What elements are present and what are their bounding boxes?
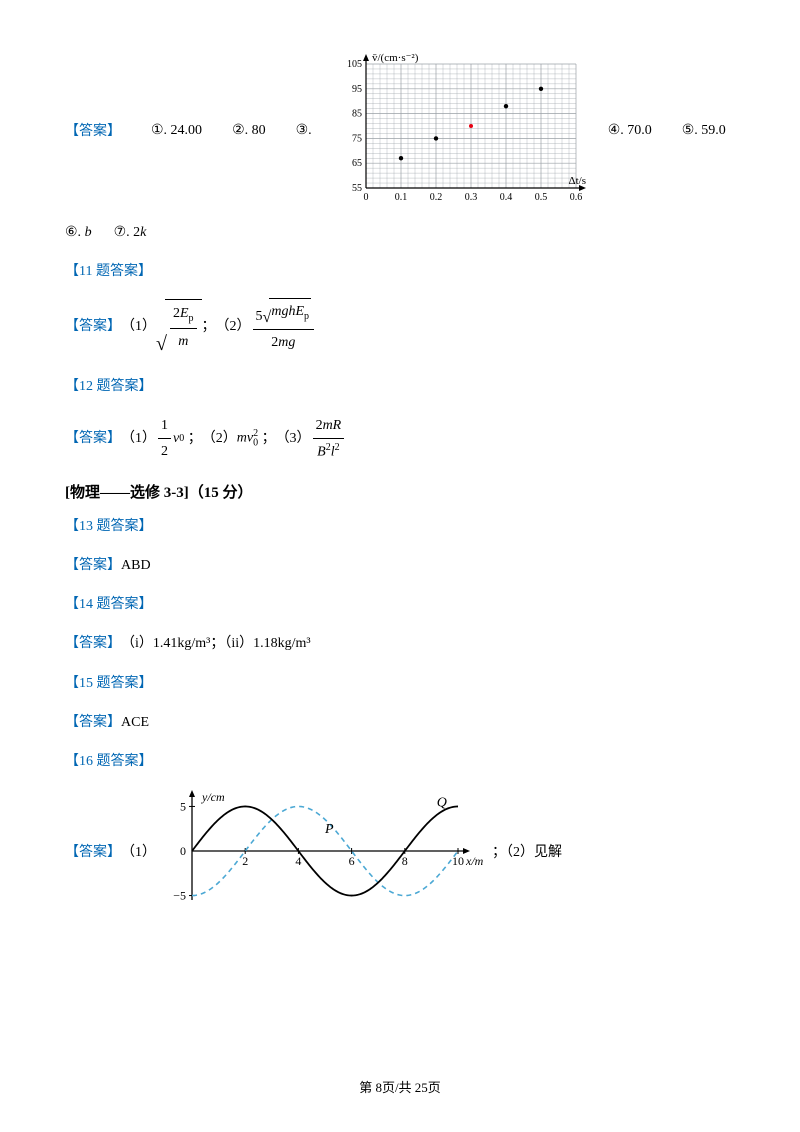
ans-item-6: ⑥. (65, 220, 81, 245)
answer-label: 【答案】 (65, 840, 121, 865)
q14-answer: 【答案】 （i）1.41kg/m³；（ii）1.18kg/m³ (65, 631, 735, 656)
answer-label: 【答案】 (65, 120, 121, 140)
answer-label: 【答案】 (65, 314, 121, 339)
svg-text:0: 0 (363, 192, 368, 203)
answer-text: ACE (121, 710, 149, 735)
svg-text:P: P (324, 822, 334, 837)
svg-text:0.4: 0.4 (499, 192, 512, 203)
answer-label: 【答案】 (65, 631, 121, 656)
wave-chart: 2468105−50y/cmx/mPQ (164, 788, 484, 918)
svg-text:x/m: x/m (465, 854, 484, 868)
svg-text:Q: Q (437, 796, 447, 811)
ans-item-5: ⑤. 59.0 (682, 122, 726, 139)
page-content: 【答案】 ①. 24.00 ②. 80 ③. 00.10.20.30.40.50… (0, 0, 800, 918)
text-k: k (140, 220, 146, 245)
part-1: （1） (121, 314, 156, 339)
svg-text:2: 2 (242, 854, 248, 868)
part-2: （2） (216, 314, 251, 339)
formula-12-3: 2mR B2l2 (313, 413, 345, 465)
svg-text:6: 6 (349, 854, 355, 868)
sep: ； (258, 426, 276, 451)
ans-item-4: ④. 70.0 (608, 122, 652, 139)
page-footer: 第 8页/共 25页 (0, 1077, 800, 1096)
q16-header: 【16 题答案】 (65, 749, 735, 774)
svg-text:−5: −5 (173, 889, 186, 903)
svg-text:0.2: 0.2 (429, 192, 442, 203)
answer-text: ABD (121, 553, 151, 578)
q16-answer: 【答案】 （1） 2468105−50y/cmx/mPQ ；（2）见解 (65, 788, 735, 918)
svg-text:0.1: 0.1 (394, 192, 407, 203)
sep: ； (202, 314, 216, 339)
svg-text:0.5: 0.5 (534, 192, 547, 203)
ans-item-1: ①. 24.00 (151, 122, 202, 139)
answer-row-1: 【答案】 ①. 24.00 ②. 80 ③. 00.10.20.30.40.50… (65, 50, 735, 210)
sep: ； (184, 426, 202, 451)
svg-text:55: 55 (352, 183, 362, 194)
ans-item-2: ②. 80 (232, 122, 266, 139)
part-1: （1） (121, 426, 156, 451)
q14-header: 【14 题答案】 (65, 592, 735, 617)
part-3: （3） (276, 426, 311, 451)
svg-text:85: 85 (352, 109, 362, 120)
svg-text:95: 95 (352, 84, 362, 95)
answer-label: 【答案】 (65, 426, 121, 451)
q13-header: 【13 题答案】 (65, 514, 735, 539)
svg-text:0.6: 0.6 (569, 192, 582, 203)
answer-label: 【答案】 (65, 553, 121, 578)
svg-text:65: 65 (352, 158, 362, 169)
svg-text:Δt/s: Δt/s (568, 175, 585, 187)
svg-text:105: 105 (347, 59, 362, 70)
svg-text:5: 5 (180, 800, 186, 814)
svg-text:0.3: 0.3 (464, 192, 477, 203)
answer-text: （i）1.41kg/m³；（ii）1.18kg/m³ (121, 631, 311, 656)
ans-item-3: ③. (296, 122, 312, 139)
part-2: （2） (202, 426, 237, 451)
q12-answer: 【答案】 （1） 1 2 v0 ； （2） mv02 ； （3） 2mR B2l… (65, 413, 735, 465)
q12-header: 【12 题答案】 (65, 374, 735, 399)
formula-11-2: 5√mghEp 2mg (253, 298, 314, 355)
q15-answer: 【答案】 ACE (65, 710, 735, 735)
q11-answer: 【答案】 （1） √ 2Ep m ； （2） 5√mghEp 2mg (65, 298, 735, 355)
section-heading: [物理——选修 3-3]（15 分） (65, 481, 735, 502)
formula-12-2: mv02 (237, 425, 258, 452)
svg-text:4: 4 (295, 854, 301, 868)
q11-header: 【11 题答案】 (65, 259, 735, 284)
text-b: b (81, 220, 92, 245)
part-1: （1） (121, 840, 156, 865)
scatter-chart: 0 0.1 0.2 0.3 0.4 0.5 0.6 55 65 75 85 95 105 v̄/(cm·s… (330, 50, 590, 210)
formula-12-1: 1 2 (158, 413, 171, 464)
answer-row-2: ⑥. b ⑦. 2k (65, 220, 735, 245)
formula-11-1: √ 2Ep m (156, 299, 202, 354)
q13-answer: 【答案】 ABD (65, 553, 735, 578)
q15-header: 【15 题答案】 (65, 671, 735, 696)
svg-text:0: 0 (180, 844, 186, 858)
answer-label: 【答案】 (65, 710, 121, 735)
svg-text:75: 75 (352, 133, 362, 144)
ans-item-7: ⑦. 2 (114, 220, 141, 245)
part-2: ；（2）见解 (492, 840, 562, 865)
svg-text:8: 8 (402, 854, 408, 868)
svg-text:y/cm: y/cm (201, 790, 225, 804)
svg-text:v̄/(cm·s⁻²): v̄/(cm·s⁻²) (372, 52, 419, 64)
